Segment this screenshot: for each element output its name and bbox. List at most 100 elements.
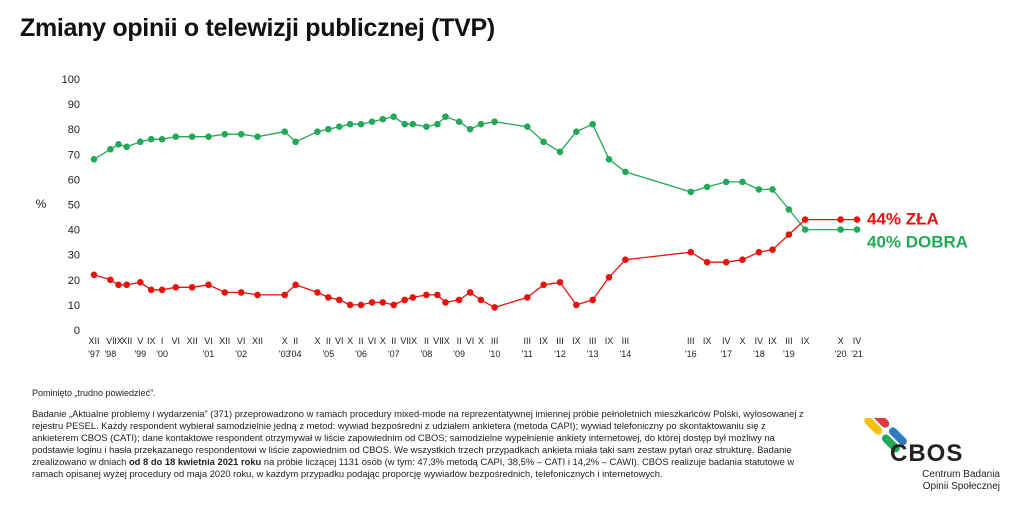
x-tick-year: '97 bbox=[88, 349, 100, 359]
series-line bbox=[93, 218, 857, 309]
x-tick-year: '18 bbox=[753, 349, 765, 359]
data-point bbox=[442, 113, 449, 120]
data-point bbox=[115, 141, 122, 148]
data-point bbox=[605, 274, 613, 281]
y-tick-label: 70 bbox=[68, 149, 80, 161]
x-tick-month: IV bbox=[755, 336, 764, 346]
data-point bbox=[379, 299, 387, 306]
x-tick-month: III bbox=[589, 336, 597, 346]
x-tick-year: '02 bbox=[235, 349, 247, 359]
data-point bbox=[368, 118, 376, 125]
data-point bbox=[409, 294, 417, 301]
x-tick-year: '17 bbox=[720, 349, 732, 359]
x-tick-year: '07 bbox=[388, 349, 400, 359]
x-tick-month: X bbox=[347, 336, 353, 346]
x-tick-month: II bbox=[457, 336, 462, 346]
data-point bbox=[785, 206, 793, 213]
series-dobra bbox=[90, 113, 861, 233]
data-point bbox=[769, 246, 776, 253]
data-point bbox=[292, 281, 299, 289]
x-tick-month: IX bbox=[605, 336, 614, 346]
data-point bbox=[188, 133, 196, 140]
x-tick-month: I bbox=[161, 336, 164, 346]
x-tick-month: IX bbox=[539, 336, 548, 346]
x-tick-month: IV bbox=[722, 336, 731, 346]
data-point bbox=[687, 188, 695, 196]
end-label-name: ZŁA bbox=[906, 210, 939, 229]
y-tick-label: 40 bbox=[68, 225, 80, 237]
data-point bbox=[237, 289, 245, 296]
x-tick-month: IX bbox=[114, 336, 123, 346]
x-tick-month: VI bbox=[335, 336, 344, 346]
data-point bbox=[346, 120, 354, 128]
x-tick-year: '04 bbox=[290, 349, 302, 359]
data-point bbox=[687, 248, 695, 256]
logo-subtitle-1: Centrum Badania bbox=[922, 469, 1000, 480]
methodology-part2: na próbie liczącej 1131 osób (w tym: 47,… bbox=[32, 456, 795, 480]
x-tick-month: II bbox=[359, 336, 364, 346]
x-tick-month: IX bbox=[147, 336, 156, 346]
data-point bbox=[589, 120, 596, 128]
data-point bbox=[801, 226, 809, 233]
data-point bbox=[703, 258, 711, 266]
data-point bbox=[722, 178, 730, 186]
chart-title: Zmiany opinii o telewizji publicznej (TV… bbox=[20, 14, 495, 42]
data-point bbox=[622, 256, 629, 264]
x-tick-month: X bbox=[314, 336, 320, 346]
data-point bbox=[390, 113, 398, 120]
y-tick-label: 60 bbox=[68, 174, 80, 186]
x-tick-month: VI bbox=[237, 336, 246, 346]
data-point bbox=[123, 281, 130, 289]
data-point bbox=[172, 284, 180, 291]
x-tick-month: XII bbox=[187, 336, 198, 346]
data-point bbox=[325, 294, 332, 301]
data-point bbox=[90, 156, 98, 163]
data-point bbox=[221, 289, 229, 296]
data-point bbox=[401, 296, 409, 304]
x-tick-year: '01 bbox=[203, 349, 215, 359]
data-point bbox=[466, 125, 474, 133]
y-tick-label: 100 bbox=[62, 74, 80, 86]
data-point bbox=[739, 256, 746, 264]
data-point bbox=[755, 248, 763, 256]
data-point bbox=[254, 133, 261, 140]
data-point bbox=[390, 301, 398, 309]
data-point bbox=[281, 291, 289, 299]
y-tick-label: 90 bbox=[68, 99, 80, 111]
data-point bbox=[221, 130, 229, 138]
data-point bbox=[769, 186, 776, 193]
x-tick-month: VI bbox=[433, 336, 442, 346]
series-zła bbox=[90, 216, 861, 311]
data-point bbox=[292, 138, 299, 146]
x-tick-month: V bbox=[137, 336, 143, 346]
x-tick-month: IX bbox=[441, 336, 450, 346]
data-point bbox=[853, 216, 861, 223]
x-tick-month: IX bbox=[801, 336, 810, 346]
x-tick-month: XII bbox=[219, 336, 230, 346]
data-point bbox=[147, 135, 155, 143]
cbos-logo-icon bbox=[864, 418, 907, 453]
methodology-part1: Badanie „Aktualne problemy i wydarzenia”… bbox=[32, 408, 804, 468]
logo-name: CBOS bbox=[890, 440, 964, 467]
x-tick-month: VI bbox=[466, 336, 475, 346]
x-tick-month: III bbox=[556, 336, 564, 346]
end-label-zła: 44% ZŁA bbox=[867, 210, 939, 229]
x-tick-month: III bbox=[524, 336, 532, 346]
data-point bbox=[442, 299, 449, 306]
data-point bbox=[573, 301, 580, 309]
data-point bbox=[123, 143, 130, 151]
data-point bbox=[205, 281, 212, 289]
data-point bbox=[346, 301, 354, 309]
data-point bbox=[115, 281, 122, 289]
x-tick-month: X bbox=[380, 336, 386, 346]
footnote: Pominięto „trudno powiedzieć”. bbox=[32, 388, 156, 398]
x-tick-month: III bbox=[687, 336, 695, 346]
data-point bbox=[336, 123, 343, 130]
data-point bbox=[622, 168, 629, 176]
y-tick-label: 30 bbox=[68, 250, 80, 262]
x-tick-month: XII bbox=[121, 336, 132, 346]
data-point bbox=[755, 186, 763, 193]
x-tick-year: '08 bbox=[421, 349, 433, 359]
